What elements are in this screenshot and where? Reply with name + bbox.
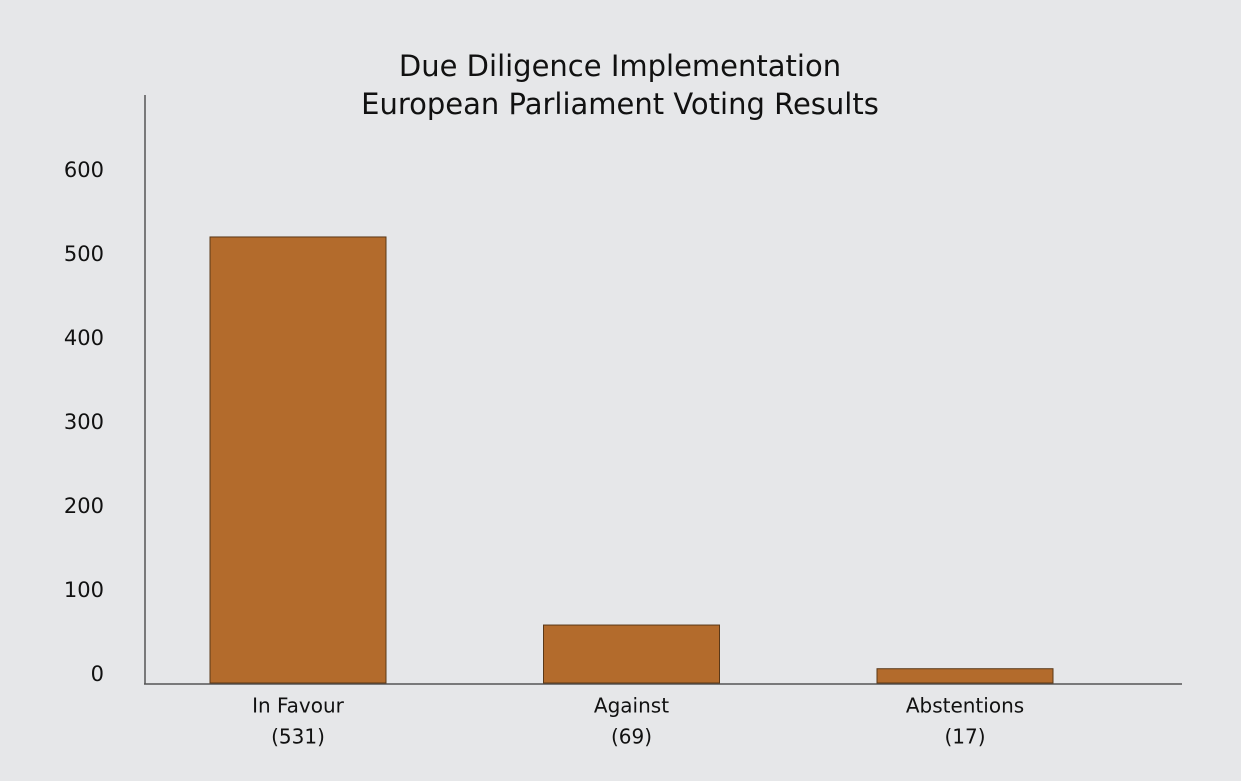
y-tick-label: 200 xyxy=(64,494,104,518)
x-tick-label: In Favour xyxy=(252,694,345,718)
y-tick-label: 100 xyxy=(64,578,104,602)
y-tick-label: 400 xyxy=(64,326,104,350)
x-tick-label: Against xyxy=(594,694,669,718)
y-tick-label: 600 xyxy=(64,158,104,182)
chart-title: European Parliament Voting Results xyxy=(361,87,879,121)
value-label: (531) xyxy=(271,725,325,749)
value-label: (69) xyxy=(611,725,652,749)
y-tick-label: 300 xyxy=(64,410,104,434)
y-tick-label: 500 xyxy=(64,242,104,266)
x-tick-label: Abstentions xyxy=(906,694,1024,718)
bar xyxy=(876,668,1054,684)
bar xyxy=(543,624,720,684)
bar xyxy=(209,236,387,684)
chart-title: Due Diligence Implementation xyxy=(399,49,841,83)
value-label: (17) xyxy=(944,725,985,749)
y-tick-label: 0 xyxy=(91,662,104,686)
